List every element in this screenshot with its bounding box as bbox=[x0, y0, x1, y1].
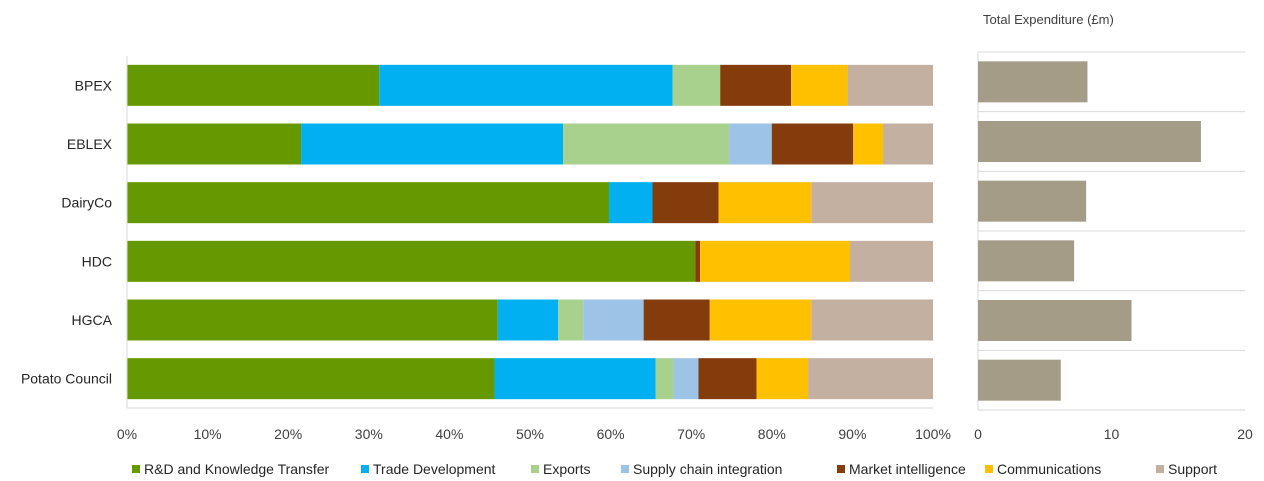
legend-swatch bbox=[1156, 465, 1164, 473]
bar-segment-2 bbox=[494, 358, 656, 400]
total-bar bbox=[978, 61, 1088, 103]
legend-label: Exports bbox=[543, 461, 590, 477]
x-tick-label: 10% bbox=[194, 426, 222, 442]
x-tick-label: 60% bbox=[597, 426, 625, 442]
category-label: HDC bbox=[82, 253, 112, 269]
bar-segment-5 bbox=[695, 240, 701, 282]
bar-segment-7 bbox=[849, 240, 933, 282]
x-tick-label: 100% bbox=[915, 426, 951, 442]
bar-segment-2 bbox=[497, 299, 559, 341]
bar-segment-3 bbox=[563, 123, 730, 165]
bar-segment-3 bbox=[672, 64, 721, 106]
bar-segment-3 bbox=[558, 299, 584, 341]
category-label: DairyCo bbox=[61, 195, 112, 211]
legend-swatch bbox=[361, 465, 369, 473]
chart-title-total-expenditure: Total Expenditure (£m) bbox=[983, 12, 1114, 27]
x-tick-label: 20% bbox=[274, 426, 302, 442]
bar-segment-1 bbox=[127, 123, 302, 165]
bar-segment-1 bbox=[127, 358, 495, 400]
bar-segment-6 bbox=[756, 358, 809, 400]
x-tick-label: 40% bbox=[435, 426, 463, 442]
bar-segment-5 bbox=[643, 299, 710, 341]
bar-segment-5 bbox=[720, 64, 792, 106]
legend-swatch bbox=[531, 465, 539, 473]
legend-swatch bbox=[621, 465, 629, 473]
bar-segment-1 bbox=[127, 182, 609, 224]
category-label: BPEX bbox=[75, 77, 113, 93]
x-tick-label: 30% bbox=[355, 426, 383, 442]
legend-label: R&D and Knowledge Transfer bbox=[144, 461, 330, 477]
x-tick-label: 0% bbox=[117, 426, 137, 442]
x-tick-label: 70% bbox=[677, 426, 705, 442]
category-label: HGCA bbox=[72, 312, 113, 328]
total-bar bbox=[978, 359, 1061, 401]
x-tick-label: 50% bbox=[516, 426, 544, 442]
legend-label: Support bbox=[1168, 461, 1217, 477]
bar-segment-1 bbox=[127, 299, 498, 341]
category-label: Potato Council bbox=[21, 371, 112, 387]
bar-segment-7 bbox=[883, 123, 933, 165]
bar-segment-4 bbox=[729, 123, 772, 165]
bar-segment-4 bbox=[583, 299, 644, 341]
legend-label: Communications bbox=[997, 461, 1101, 477]
bar-segment-6 bbox=[791, 64, 848, 106]
legend-swatch bbox=[985, 465, 993, 473]
bar-segment-7 bbox=[847, 64, 933, 106]
bar-segment-5 bbox=[771, 123, 854, 165]
bar-segment-5 bbox=[698, 358, 757, 400]
bar-segment-7 bbox=[808, 358, 933, 400]
total-bar bbox=[978, 180, 1087, 222]
legend-label: Supply chain integration bbox=[633, 461, 782, 477]
bar-segment-4 bbox=[673, 358, 699, 400]
x-tick-label-right: 10 bbox=[1104, 426, 1120, 442]
bar-segment-3 bbox=[655, 358, 674, 400]
bar-segment-1 bbox=[127, 64, 380, 106]
bar-segment-2 bbox=[379, 64, 673, 106]
total-bar bbox=[978, 240, 1075, 282]
category-label: EBLEX bbox=[67, 136, 113, 152]
bar-segment-7 bbox=[811, 299, 933, 341]
bar-segment-1 bbox=[127, 240, 696, 282]
total-bar bbox=[978, 300, 1132, 341]
legend-swatch bbox=[132, 465, 140, 473]
x-tick-label: 80% bbox=[758, 426, 786, 442]
x-tick-label: 90% bbox=[838, 426, 866, 442]
bar-segment-5 bbox=[652, 182, 719, 224]
bar-segment-6 bbox=[718, 182, 812, 224]
bar-segment-2 bbox=[301, 123, 564, 165]
bar-segment-6 bbox=[709, 299, 812, 341]
legend-swatch bbox=[837, 465, 845, 473]
bar-segment-2 bbox=[608, 182, 653, 224]
total-bar bbox=[978, 121, 1201, 162]
bar-segment-6 bbox=[700, 240, 850, 282]
x-tick-label-right: 0 bbox=[974, 426, 982, 442]
legend-label: Market intelligence bbox=[849, 461, 966, 477]
bar-segment-7 bbox=[811, 182, 933, 224]
bar-segment-6 bbox=[853, 123, 884, 165]
x-tick-label-right: 20 bbox=[1237, 426, 1253, 442]
legend-label: Trade Development bbox=[373, 461, 496, 477]
